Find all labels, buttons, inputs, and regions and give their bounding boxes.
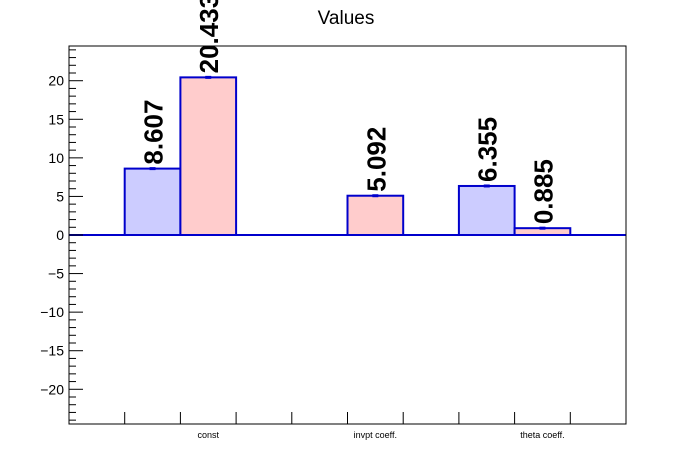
bars-layer — [123, 75, 572, 237]
y-tick-label: 15 — [48, 111, 64, 127]
value-label: 8.607 — [139, 100, 169, 165]
y-tick-label: −15 — [40, 343, 64, 359]
y-tick-label: 20 — [48, 73, 64, 89]
y-tick-label: 0 — [56, 227, 64, 243]
bar-series2-2 — [346, 194, 405, 236]
value-label: 6.355 — [473, 117, 503, 182]
y-tick-label: −20 — [40, 381, 64, 397]
y-tick-label: −5 — [48, 266, 64, 282]
value-label: 20.433 — [194, 0, 224, 73]
value-labels: 8.607 6.355 20.433 5.092 0.885 — [139, 0, 559, 224]
x-category-label: const — [197, 430, 219, 440]
bar-series1-1 — [123, 167, 182, 237]
y-tick-label: −10 — [40, 304, 64, 320]
value-label: 5.092 — [361, 127, 391, 192]
y-tick-label: 5 — [56, 188, 64, 204]
value-label: 0.885 — [528, 159, 558, 224]
x-category-label: theta coeff. — [520, 430, 564, 440]
y-tick-label: 10 — [48, 150, 64, 166]
bar-series2-1 — [179, 76, 238, 237]
axes: −20 −15 −10 −5 0 5 10 15 20 const invpt coeff. thet… — [40, 45, 627, 440]
x-category-label: invpt coeff. — [354, 430, 397, 440]
chart-title: Values — [318, 8, 375, 29]
bar-series1-2 — [457, 184, 516, 236]
